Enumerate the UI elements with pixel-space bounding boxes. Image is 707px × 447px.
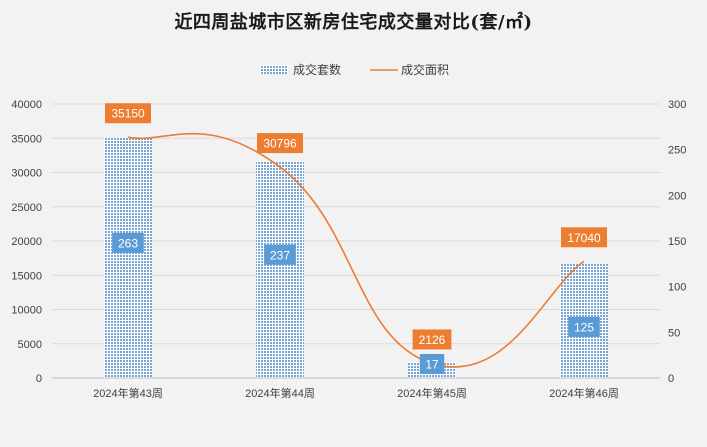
y-right-tick-label: 0 (668, 373, 674, 385)
y-right-tick-label: 200 (668, 190, 686, 202)
line-series-area (127, 132, 585, 368)
line-value-label: 17040 (567, 231, 601, 245)
bar-value-label: 237 (270, 248, 290, 262)
y-right-tick-label: 300 (668, 99, 686, 111)
y-right-tick-label: 50 (668, 327, 680, 339)
y-right-tick-label: 250 (668, 145, 686, 157)
bar-value-label: 263 (118, 236, 138, 250)
bar-2 (256, 161, 304, 378)
line-value-label: 30796 (263, 137, 297, 151)
line-value-label-bg (105, 103, 151, 124)
x-tick-label: 2024年第44周 (245, 386, 315, 400)
line-value-label-bg (412, 329, 452, 350)
y-left-tick-label: 30000 (11, 168, 42, 180)
x-tick-label: 2024年第45周 (397, 386, 467, 400)
bar-value-label: 17 (425, 358, 439, 372)
bar-value-label-bg (419, 354, 445, 374)
y-left-tick-label: 40000 (11, 99, 42, 111)
y-right-tick-label: 150 (668, 236, 686, 248)
line-value-label: 35150 (111, 107, 145, 121)
legend-line-label: 成交面积 (401, 62, 449, 77)
y-left-tick-label: 15000 (11, 270, 42, 282)
line-value-label-bg (257, 133, 303, 154)
bar-value-label-bg (264, 244, 296, 265)
y-left-tick-label: 35000 (11, 133, 42, 145)
legend-bar-label: 成交套数 (293, 62, 341, 77)
x-tick-label: 2024年第46周 (549, 386, 619, 400)
y-left-tick-label: 25000 (11, 202, 42, 214)
bar-1 (104, 137, 152, 378)
line-value-label-bg (561, 227, 607, 248)
y-right-tick-label: 100 (668, 282, 686, 294)
chart-title: 近四周盐城市区新房住宅成交量对比(套/㎡) (174, 12, 533, 33)
bar-value-label-bg (112, 232, 144, 253)
y-left-tick-label: 10000 (11, 305, 42, 317)
x-tick-label: 2024年第43周 (93, 386, 163, 400)
y-left-tick-label: 5000 (18, 339, 42, 351)
legend-bar-swatch (260, 65, 288, 74)
line-value-label: 2126 (419, 333, 446, 347)
y-left-tick-label: 20000 (11, 236, 42, 248)
y-left-tick-label: 0 (36, 373, 42, 385)
bar-value-label: 125 (574, 320, 594, 334)
bar-value-label-bg (568, 316, 600, 337)
